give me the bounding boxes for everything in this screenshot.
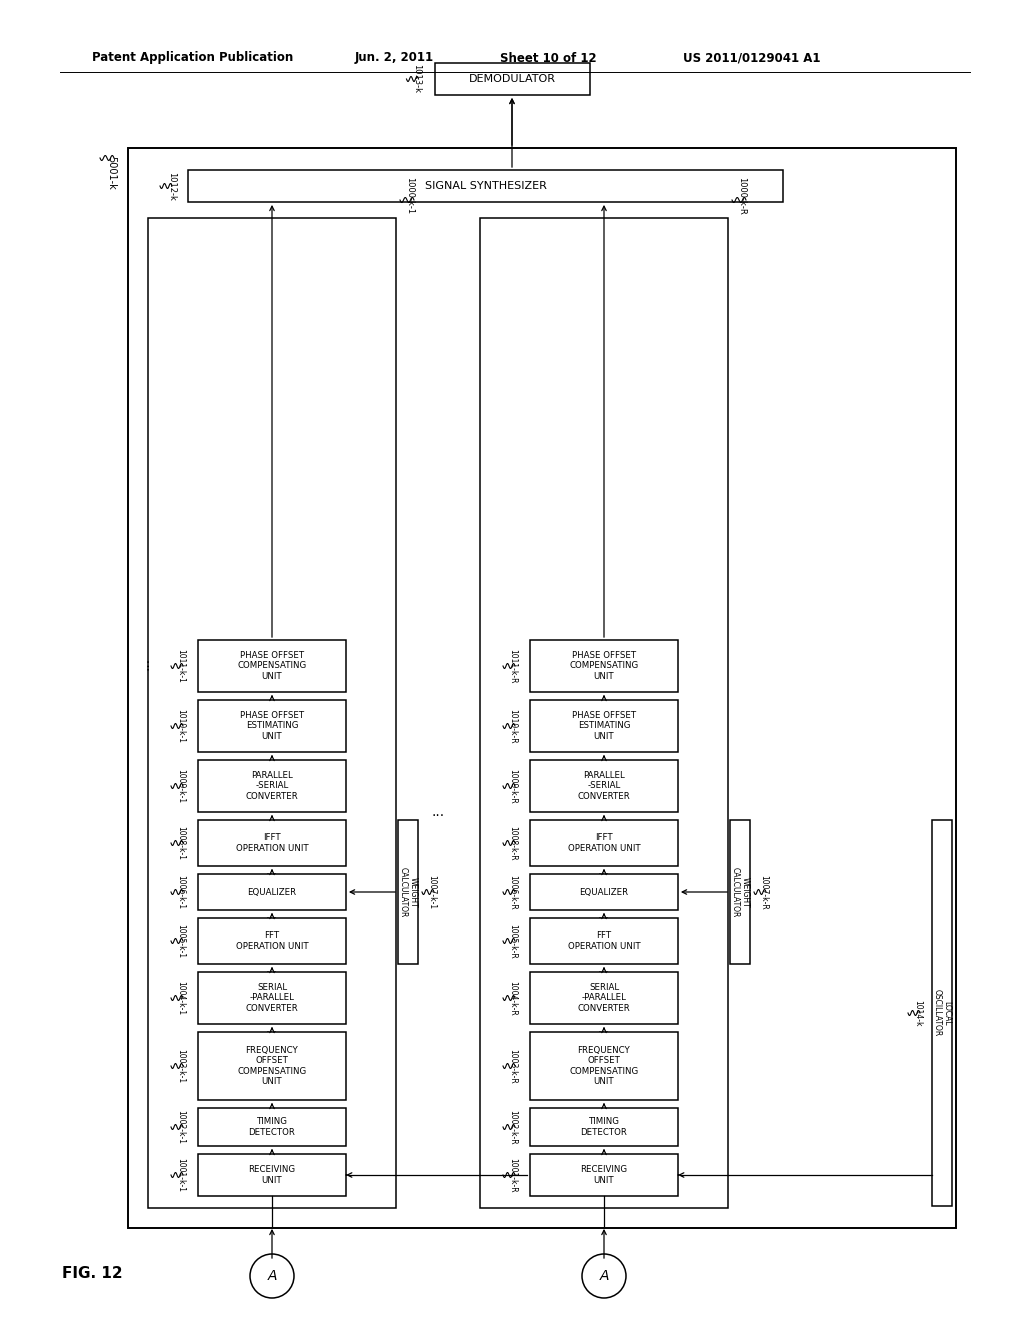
Bar [530,1032,678,1100]
Text: 1005-k-1: 1005-k-1 [176,924,185,958]
Text: 1009-k-1: 1009-k-1 [176,770,185,803]
Text: PARALLEL
-SERIAL
CONVERTER: PARALLEL -SERIAL CONVERTER [246,771,298,801]
Text: 1012-k: 1012-k [168,172,176,201]
Text: 1000-k-1: 1000-k-1 [406,177,415,215]
Text: RECEIVING
UNIT: RECEIVING UNIT [249,1166,296,1185]
Text: 1000-k-R: 1000-k-R [737,177,746,215]
Text: WEIGHT
CALCULATOR: WEIGHT CALCULATOR [398,867,418,917]
Text: Patent Application Publication: Patent Application Publication [92,51,293,65]
Text: LOCAL
OSCILLATOR: LOCAL OSCILLATOR [932,990,951,1036]
Text: SERIAL
-PARALLEL
CONVERTER: SERIAL -PARALLEL CONVERTER [246,983,298,1012]
Text: 1007-k-R: 1007-k-R [760,875,768,909]
Text: 1010-k-R: 1010-k-R [509,709,517,743]
Text: ...: ... [598,908,610,920]
Text: PHASE OFFSET
COMPENSATING
UNIT: PHASE OFFSET COMPENSATING UNIT [238,651,306,681]
Text: FREQUENCY
OFFSET
COMPENSATING
UNIT: FREQUENCY OFFSET COMPENSATING UNIT [238,1045,306,1086]
Bar [530,700,678,752]
Bar [530,760,678,812]
Text: PARALLEL
-SERIAL
CONVERTER: PARALLEL -SERIAL CONVERTER [578,771,631,801]
Bar [198,874,346,909]
Bar [198,972,346,1024]
Text: PHASE OFFSET
ESTIMATING
UNIT: PHASE OFFSET ESTIMATING UNIT [240,711,304,741]
Text: 1011-k-1: 1011-k-1 [176,649,185,682]
Bar [530,640,678,692]
Text: 1008-k-R: 1008-k-R [509,826,517,861]
Text: 1004-k-1: 1004-k-1 [176,981,185,1015]
Text: IFFT
OPERATION UNIT: IFFT OPERATION UNIT [567,833,640,853]
Bar [530,972,678,1024]
Bar [188,170,783,202]
Text: EQUALIZER: EQUALIZER [248,887,297,896]
Text: ...: ... [598,1022,610,1035]
Text: RECEIVING
UNIT: RECEIVING UNIT [581,1166,628,1185]
Text: 1007-k-1: 1007-k-1 [427,875,436,909]
Text: 1004-k-R: 1004-k-R [509,981,517,1015]
Text: Sheet 10 of 12: Sheet 10 of 12 [500,51,597,65]
Text: ...: ... [266,863,278,876]
Text: FREQUENCY
OFFSET
COMPENSATING
UNIT: FREQUENCY OFFSET COMPENSATING UNIT [569,1045,639,1086]
Bar [198,1154,346,1196]
Text: 1013-k: 1013-k [412,65,421,94]
Bar [198,820,346,866]
Text: FFT
OPERATION UNIT: FFT OPERATION UNIT [236,932,308,950]
Text: A: A [267,1269,276,1283]
Text: FFT
OPERATION UNIT: FFT OPERATION UNIT [567,932,640,950]
Text: DEMODULATOR: DEMODULATOR [469,74,555,84]
Bar [128,148,956,1228]
Text: ...: ... [266,961,278,974]
Text: 1006-k-R: 1006-k-R [509,875,517,909]
Text: 1005-k-R: 1005-k-R [509,924,517,958]
Text: TIMING
DETECTOR: TIMING DETECTOR [581,1117,628,1137]
Text: IFFT
OPERATION UNIT: IFFT OPERATION UNIT [236,833,308,853]
Bar [530,1107,678,1146]
Text: WEIGHT
CALCULATOR: WEIGHT CALCULATOR [730,867,750,917]
Bar [198,760,346,812]
Text: EQUALIZER: EQUALIZER [580,887,629,896]
Bar [398,820,418,964]
Text: ...: ... [598,863,610,876]
Text: 1008-k-1: 1008-k-1 [176,826,185,861]
Bar [198,1032,346,1100]
Text: 1006-k-1: 1006-k-1 [176,875,185,909]
Bar [148,218,396,1208]
Text: 1003-k-1: 1003-k-1 [176,1049,185,1084]
Text: ...: ... [431,805,444,818]
Bar [198,1107,346,1146]
Bar [480,218,728,1208]
Text: PHASE OFFSET
COMPENSATING
UNIT: PHASE OFFSET COMPENSATING UNIT [569,651,639,681]
Bar [198,700,346,752]
Text: 1003-k-R: 1003-k-R [509,1048,517,1084]
Text: ...: ... [266,1022,278,1035]
Bar [530,820,678,866]
Text: 1002-k-R: 1002-k-R [509,1110,517,1144]
Bar [530,874,678,909]
Text: A: A [599,1269,608,1283]
Bar [434,63,590,95]
Bar [198,917,346,964]
Bar [530,1154,678,1196]
Text: ...: ... [598,961,610,974]
Bar [530,917,678,964]
Bar [932,820,952,1206]
Text: 5001-k: 5001-k [106,156,116,190]
Text: SERIAL
-PARALLEL
CONVERTER: SERIAL -PARALLEL CONVERTER [578,983,631,1012]
Text: PHASE OFFSET
ESTIMATING
UNIT: PHASE OFFSET ESTIMATING UNIT [572,711,636,741]
Text: 1009-k-R: 1009-k-R [509,768,517,804]
Bar [198,640,346,692]
Text: FIG. 12: FIG. 12 [62,1266,123,1280]
Text: ...: ... [137,657,151,671]
Text: SIGNAL SYNTHESIZER: SIGNAL SYNTHESIZER [425,181,547,191]
Text: 1011-k-R: 1011-k-R [509,648,517,684]
Text: 1010-k-1: 1010-k-1 [176,709,185,743]
Text: Jun. 2, 2011: Jun. 2, 2011 [355,51,434,65]
Bar [730,820,750,964]
Text: 1014-k: 1014-k [913,999,923,1026]
Text: ...: ... [266,908,278,920]
Text: 1001-k-R: 1001-k-R [509,1158,517,1192]
Text: US 2011/0129041 A1: US 2011/0129041 A1 [683,51,820,65]
Text: 1002-k-1: 1002-k-1 [176,1110,185,1144]
Text: TIMING
DETECTOR: TIMING DETECTOR [249,1117,296,1137]
Text: 1001-k-1: 1001-k-1 [176,1158,185,1192]
